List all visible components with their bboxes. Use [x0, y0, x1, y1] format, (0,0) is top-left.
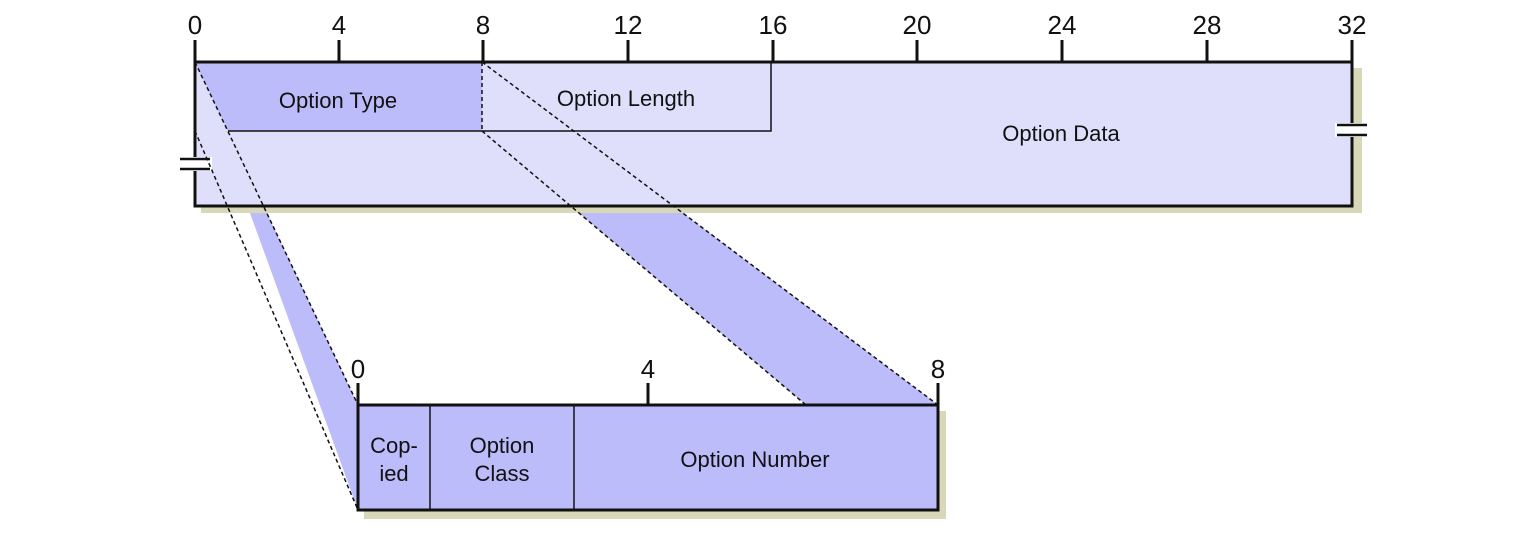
- right-guide-inner: [481, 130, 807, 406]
- bottom-ruler: 0 4 8: [351, 354, 945, 405]
- option-type-field: [195, 62, 482, 131]
- bottom-tick-label-4: 4: [641, 354, 655, 384]
- option-type-label: Option Type: [279, 88, 397, 113]
- left-break-mark: [178, 157, 212, 171]
- option-number-label: Option Number: [680, 447, 829, 472]
- left-guide-outer: [194, 61, 359, 406]
- option-class-label-line2: Class: [474, 461, 529, 486]
- top-tick-label-28: 28: [1193, 10, 1222, 40]
- copied-label-line1: Cop-: [370, 433, 418, 458]
- option-type-detail-box: [358, 405, 938, 510]
- top-tick-label-8: 8: [476, 10, 490, 40]
- top-tick-label-12: 12: [614, 10, 643, 40]
- top-ruler: 0 4 8 12 16 20 24 28 32: [188, 10, 1367, 62]
- bottom-tick-label-0: 0: [351, 354, 365, 384]
- right-break-mark: [1335, 123, 1369, 137]
- top-tick-label-4: 4: [332, 10, 346, 40]
- copied-label-line2: ied: [379, 461, 408, 486]
- top-tick-label-16: 16: [759, 10, 788, 40]
- top-tick-label-24: 24: [1048, 10, 1077, 40]
- expansion-guides: [194, 61, 939, 511]
- option-class-label-line1: Option: [470, 433, 535, 458]
- option-length-label: Option Length: [557, 86, 695, 111]
- top-tick-label-32: 32: [1338, 10, 1367, 40]
- top-tick-label-20: 20: [903, 10, 932, 40]
- option-data-label: Option Data: [1002, 121, 1120, 146]
- option-length-outline: [482, 62, 772, 132]
- left-guide-inner: [194, 130, 359, 511]
- bottom-tick-label-8: 8: [931, 354, 945, 384]
- top-tick-label-0: 0: [188, 10, 202, 40]
